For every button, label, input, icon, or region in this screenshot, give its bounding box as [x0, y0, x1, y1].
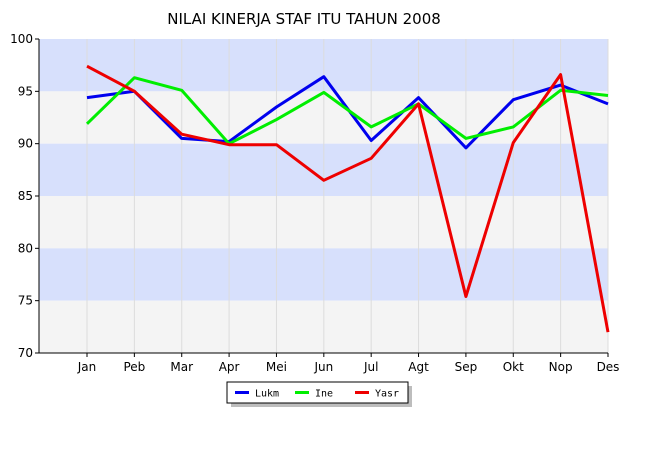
- series-lines: [85, 64, 610, 333]
- y-tick-label: 100: [10, 32, 33, 46]
- y-tick-label: 80: [18, 241, 33, 255]
- x-tick-label: Jan: [77, 360, 97, 374]
- x-tick-label: Nop: [549, 360, 573, 374]
- x-tick-label: Mei: [266, 360, 287, 374]
- x-tick-label: Sep: [455, 360, 478, 374]
- y-tick-label: 85: [18, 189, 33, 203]
- y-tick-label: 75: [18, 294, 33, 308]
- legend-entry: Yasr: [375, 389, 399, 400]
- chart-title: NILAI KINERJA STAF ITU TAHUN 2008: [167, 10, 441, 28]
- x-tick-label: Okt: [503, 360, 524, 374]
- y-axis-tick-labels: 70 75 80 85 90 95 100: [10, 32, 39, 360]
- y-tick-label: 95: [18, 84, 33, 98]
- x-tick-label: Jul: [363, 360, 378, 374]
- legend: Lukm Ine Yasr: [226, 381, 412, 407]
- legend-entry: Lukm: [255, 389, 279, 400]
- legend-entry: Ine: [315, 389, 333, 400]
- x-tick-label: Agt: [408, 360, 429, 374]
- x-tick-label: Apr: [219, 360, 240, 374]
- x-axis-tick-labels: Jan Peb Mar Apr Mei Jun Jul Agt Sep Okt Nop Des: [77, 353, 620, 374]
- series-line-yasr: [86, 64, 610, 333]
- x-tick-label: Des: [597, 360, 620, 374]
- legend-box: [226, 381, 409, 404]
- x-tick-label: Mar: [170, 360, 193, 374]
- y-tick-label: 90: [18, 137, 33, 151]
- x-tick-label: Peb: [123, 360, 145, 374]
- x-tick-label: Jun: [313, 360, 333, 374]
- y-tick-label: 70: [18, 346, 33, 360]
- series-line-ine: [85, 76, 609, 146]
